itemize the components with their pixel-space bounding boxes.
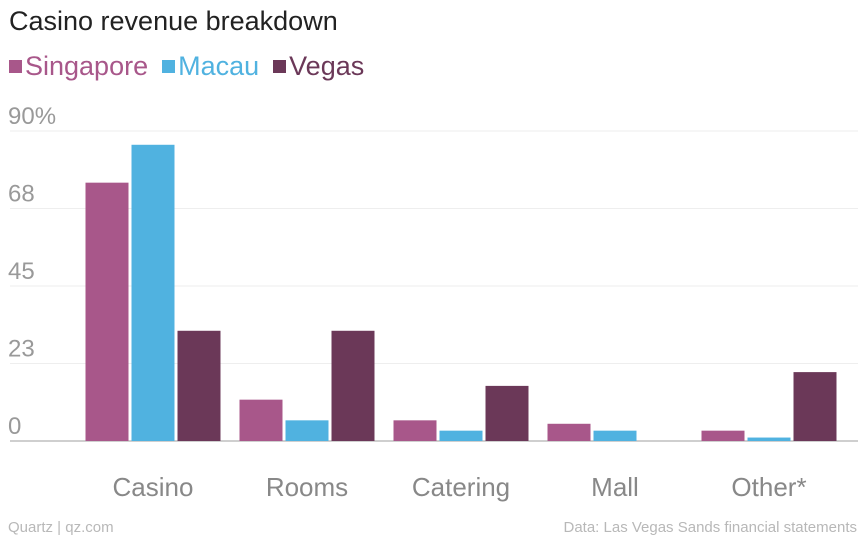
- bar-vegas: [331, 330, 375, 441]
- legend-label-vegas: Vegas: [289, 51, 365, 81]
- legend-swatch-singapore: [9, 60, 22, 73]
- chart-title: Casino revenue breakdown: [9, 6, 338, 36]
- y-tick-label: 68: [8, 181, 35, 208]
- x-category-label: Casino: [113, 472, 194, 502]
- bar-singapore: [547, 423, 591, 441]
- bar-vegas: [177, 330, 221, 441]
- footer-source: Data: Las Vegas Sands financial statemen…: [563, 519, 857, 536]
- bar-singapore: [393, 420, 437, 441]
- legend-item-singapore: Singapore: [9, 51, 148, 82]
- y-tick-label: 23: [8, 336, 35, 363]
- legend-item-macau: Macau: [162, 51, 259, 82]
- bar-macau: [593, 430, 637, 441]
- chart-legend: Singapore Macau Vegas: [9, 51, 378, 82]
- x-category-label: Mall: [591, 472, 639, 502]
- bar-macau: [131, 144, 175, 441]
- bar-singapore: [85, 182, 129, 441]
- legend-swatch-vegas: [273, 60, 287, 73]
- bar-singapore: [701, 430, 745, 441]
- legend-item-vegas: Vegas: [273, 51, 364, 82]
- y-tick-label: 90%: [8, 103, 56, 130]
- bar-vegas: [485, 385, 529, 441]
- legend-label-singapore: Singapore: [25, 51, 149, 81]
- x-category-label: Catering: [412, 472, 510, 502]
- legend-swatch-macau: [162, 60, 176, 73]
- bar-macau: [439, 430, 483, 441]
- bar-macau: [285, 420, 329, 441]
- x-category-label: Rooms: [266, 472, 348, 502]
- bar-singapore: [239, 399, 283, 441]
- x-category-label: Other*: [731, 472, 806, 502]
- bar-macau: [747, 437, 791, 441]
- legend-label-macau: Macau: [178, 51, 260, 81]
- y-tick-label: 0: [8, 413, 21, 440]
- y-tick-label: 45: [8, 258, 35, 285]
- bar-vegas: [793, 372, 837, 441]
- footer-credit: Quartz | qz.com: [8, 519, 114, 536]
